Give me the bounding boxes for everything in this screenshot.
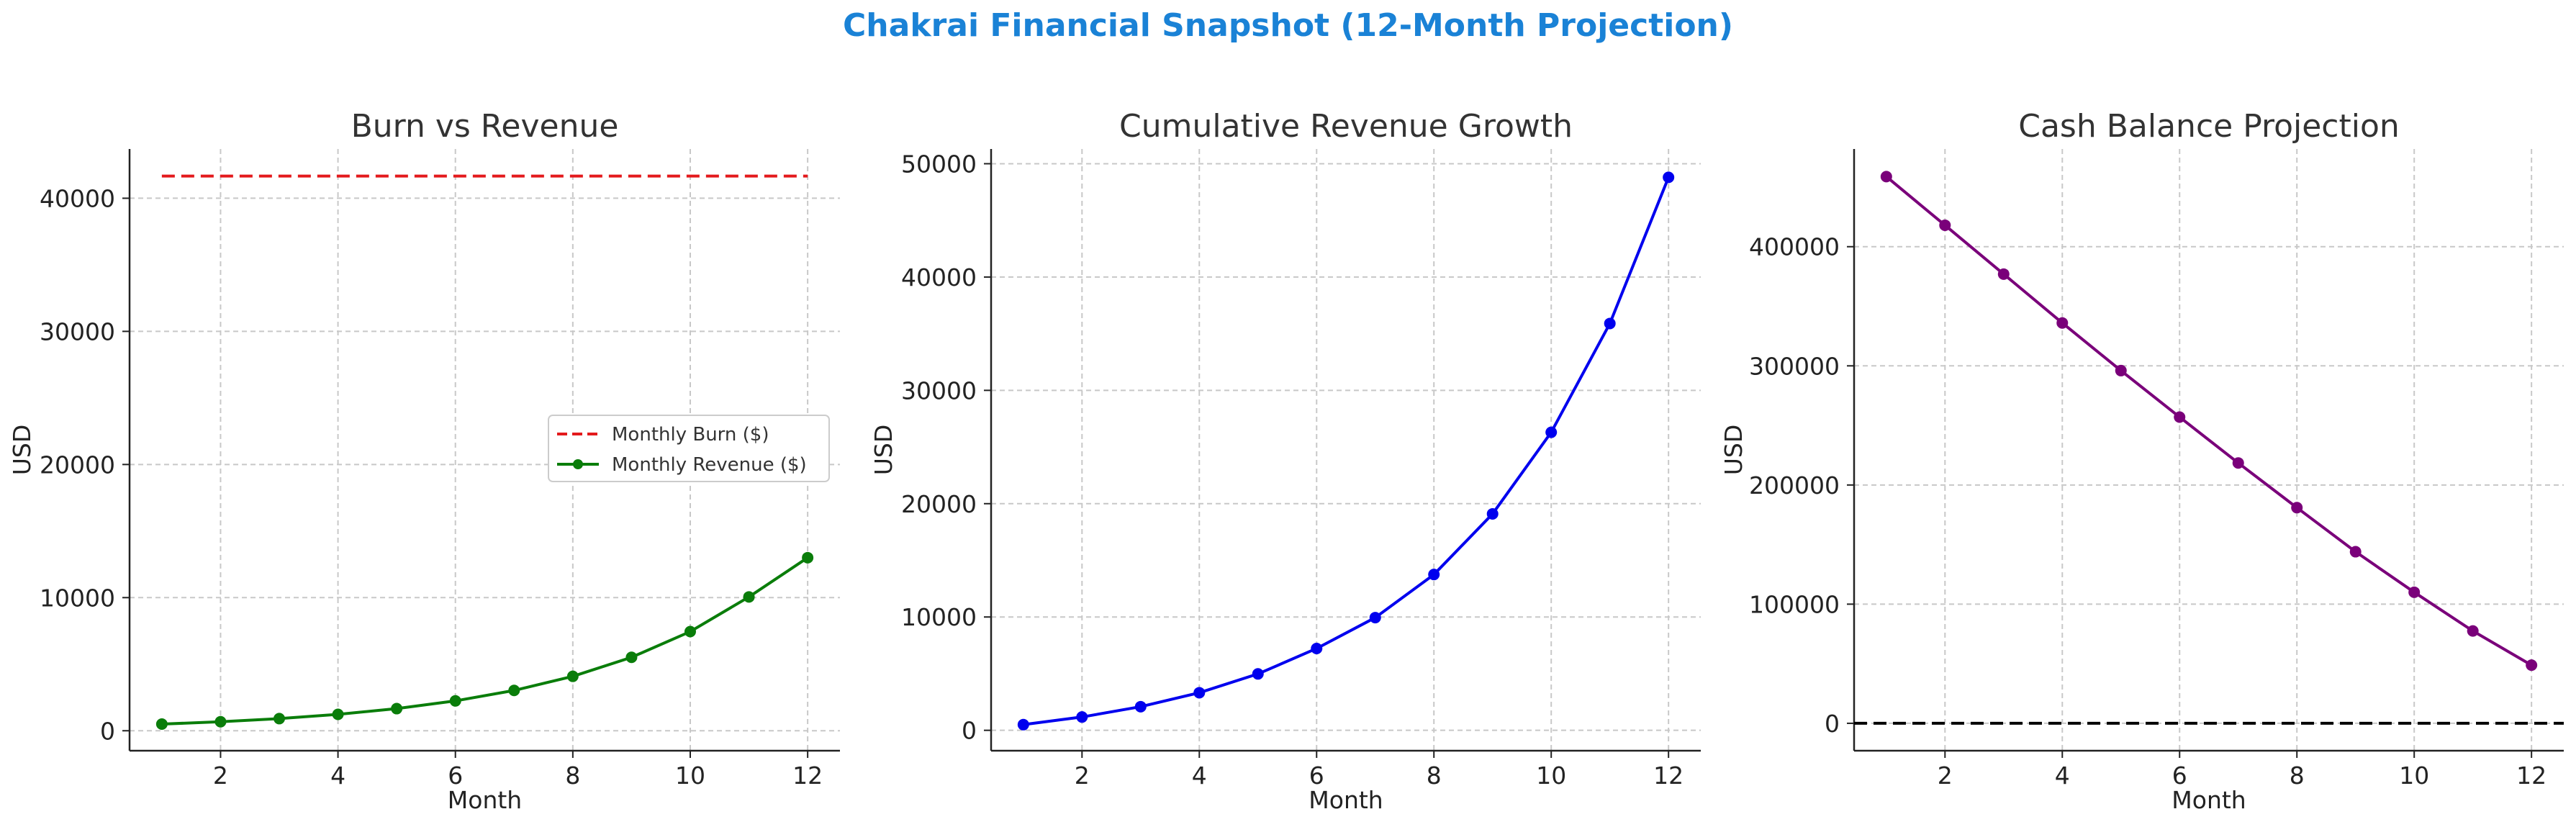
- chart-1-ytick-label-20000: 20000: [40, 451, 115, 479]
- chart-2-xtick-label-4: 4: [1192, 762, 1207, 790]
- chart-1-series-2-point-11: [743, 591, 755, 603]
- chart-1-series-2-point-9: [625, 651, 638, 664]
- chart-1-xtick-label-4: 4: [330, 762, 345, 790]
- chart-1-legend-marker-2: [573, 459, 583, 469]
- chart-2-series-1-point-6: [1311, 643, 1323, 655]
- chart-1-series-2-line: [161, 556, 809, 726]
- chart-3-series-1-point-6: [2174, 411, 2186, 423]
- chart-1-series-2-point-4: [332, 708, 344, 720]
- chart-2-xlabel: Month: [1309, 786, 1383, 814]
- chart-3-ytick-label-400000: 400000: [1749, 233, 1840, 261]
- chart-3-series-1-point-10: [2408, 586, 2421, 598]
- chart-2-title: Cumulative Revenue Growth: [1119, 108, 1573, 145]
- chart-2-series-1-point-4: [1193, 687, 1206, 699]
- chart-1-ytick-label-40000: 40000: [40, 184, 115, 212]
- chart-1-legend-label-2: Monthly Revenue ($): [612, 454, 807, 476]
- chart-1-xtick-label-2: 2: [213, 762, 228, 790]
- chart-2-xtick-label-6: 6: [1309, 762, 1324, 790]
- chart-2-series-1-point-5: [1252, 668, 1264, 680]
- chart-3-series-1-point-1: [1880, 171, 1892, 183]
- chart-3-title: Cash Balance Projection: [2018, 108, 2400, 145]
- chart-2-series-1-point-8: [1428, 569, 1440, 581]
- chart-3-series-1-point-9: [2349, 546, 2362, 558]
- chart-3-xtick-label-6: 6: [2172, 762, 2187, 790]
- chart-2-series-1-point-9: [1486, 507, 1499, 520]
- chart-1-xlabel: Month: [448, 786, 522, 814]
- chart-1-series-2-point-12: [802, 551, 814, 564]
- chart-1-legend-label-1: Monthly Burn ($): [612, 424, 769, 446]
- chart-3-ylabel: USD: [1719, 425, 1748, 476]
- chart-1-ytick-label-10000: 10000: [40, 584, 115, 612]
- chart-1-xtick-label-8: 8: [565, 762, 580, 790]
- chart-1-series-2-point-8: [566, 670, 579, 682]
- chart-3-series-1-point-3: [1997, 268, 2010, 280]
- chart-3-series-1-point-5: [2115, 364, 2127, 376]
- chart-3-series-1-point-4: [2056, 317, 2069, 329]
- chart-2-xtick-label-10: 10: [1536, 762, 1566, 790]
- chart-3-xtick-label-8: 8: [2290, 762, 2305, 790]
- chart-1-title: Burn vs Revenue: [351, 108, 619, 145]
- chart-3-ytick-label-300000: 300000: [1749, 352, 1840, 380]
- chart-2-xtick-label-2: 2: [1075, 762, 1090, 790]
- chart-1-xtick-label-6: 6: [448, 762, 463, 790]
- chart-2-series-1-point-2: [1076, 711, 1088, 723]
- chart-2-series-1-point-3: [1134, 700, 1147, 713]
- chart-3-xlabel: Month: [2171, 786, 2246, 814]
- chart-3-ytick-label-200000: 200000: [1749, 471, 1840, 500]
- chart-2-ytick-label-20000: 20000: [901, 490, 977, 518]
- chart-1-ytick-label-0: 0: [100, 717, 115, 745]
- chart-3-ytick-label-0: 0: [1825, 710, 1840, 738]
- chart-1-series-2-point-2: [214, 715, 227, 728]
- chart-1-xtick-label-10: 10: [675, 762, 705, 790]
- chart-1-ylabel: USD: [8, 425, 36, 476]
- chart-2-series-1-line: [1023, 176, 1671, 726]
- chart-1-series-2-point-10: [684, 625, 696, 638]
- chart-3-series-1-line: [1885, 175, 2533, 666]
- chart-1-xtick-label-12: 12: [792, 762, 823, 790]
- chart-2-ylabel: USD: [869, 425, 898, 476]
- chart-2-ytick-label-10000: 10000: [901, 603, 977, 631]
- chart-3-xtick-label-2: 2: [1938, 762, 1953, 790]
- chart-3-xtick-label-10: 10: [2399, 762, 2429, 790]
- chart-1-series-2-point-7: [508, 684, 520, 697]
- chart-1-series-2-point-1: [155, 718, 168, 731]
- chart-1-legend-box: [548, 415, 830, 482]
- chart-1-series-2-point-5: [391, 702, 403, 715]
- chart-1-ytick-label-30000: 30000: [40, 317, 115, 345]
- chart-2-xtick-label-8: 8: [1427, 762, 1442, 790]
- chart-2-series-1-point-10: [1545, 426, 1558, 438]
- chart-1-series-2-point-3: [274, 713, 286, 725]
- chart-2-ytick-label-0: 0: [962, 717, 977, 745]
- figure-title: Chakrai Financial Snapshot (12-Month Pro…: [843, 7, 1733, 44]
- chart-2-series-1-point-12: [1663, 171, 1675, 184]
- chart-3-series-1-point-11: [2467, 625, 2479, 637]
- chart-2-xtick-label-12: 12: [1653, 762, 1684, 790]
- chart-3-series-1-point-12: [2526, 659, 2538, 672]
- chart-3-xtick-label-4: 4: [2055, 762, 2070, 790]
- chart-3-xtick-label-12: 12: [2516, 762, 2546, 790]
- chart-2-ytick-label-40000: 40000: [901, 263, 977, 292]
- chart-2-ytick-label-30000: 30000: [901, 376, 977, 405]
- chart-1-series-2-point-6: [449, 695, 461, 707]
- chart-3-ytick-label-100000: 100000: [1749, 590, 1840, 618]
- chart-3-series-1-point-2: [1939, 219, 1951, 231]
- chart-2-series-1-point-11: [1604, 317, 1616, 330]
- chart-3-series-1-point-7: [2232, 457, 2244, 469]
- chart-2-ytick-label-50000: 50000: [901, 150, 977, 178]
- chart-2-series-1-point-1: [1017, 718, 1029, 731]
- chart-2-series-1-point-7: [1369, 612, 1381, 624]
- chart-3-series-1-point-8: [2291, 502, 2303, 514]
